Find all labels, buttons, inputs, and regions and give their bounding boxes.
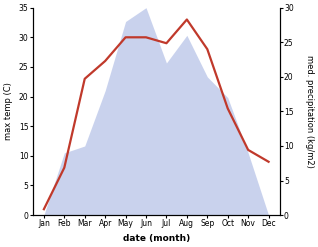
Y-axis label: med. precipitation (kg/m2): med. precipitation (kg/m2): [305, 55, 314, 168]
X-axis label: date (month): date (month): [123, 234, 190, 243]
Y-axis label: max temp (C): max temp (C): [4, 82, 13, 140]
